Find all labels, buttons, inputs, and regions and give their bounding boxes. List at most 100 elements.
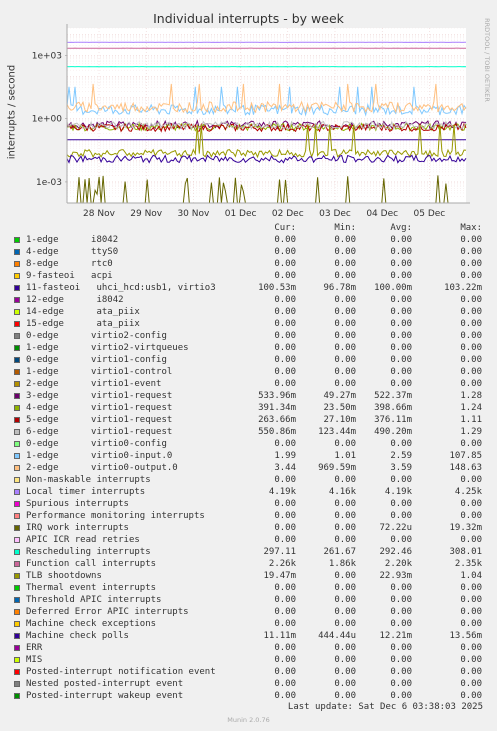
legend-row: Deferred Error APIC interrupts 0.00 0.00 0.…	[0, 606, 497, 618]
legend-value: 0.00	[460, 355, 482, 365]
x-tick-label: 03 Dec	[319, 209, 351, 219]
legend-value: 19.47m	[263, 571, 296, 581]
legend-series-name: ERR	[26, 643, 43, 653]
legend-value: 4.19k	[384, 487, 412, 497]
legend-value: 376.11m	[374, 415, 412, 425]
legend-value: 0.00	[274, 367, 296, 377]
legend-value: 0.00	[274, 343, 296, 353]
legend-value: 263.66m	[258, 415, 296, 425]
legend-column-header: Avg:	[390, 223, 412, 233]
legend-value: 0.00	[274, 295, 296, 305]
legend-value: 0.00	[390, 643, 412, 653]
legend-series-name: 5-edge virtio1-request	[26, 415, 173, 425]
y-tick-label: 1e+00	[32, 115, 63, 125]
legend-row: Nested posted-interrupt event 0.00 0.00 0.0…	[0, 678, 497, 690]
legend-value: 0.00	[334, 511, 356, 521]
legend-series-name: Rescheduling interrupts	[26, 547, 151, 557]
legend-value: 0.00	[274, 535, 296, 545]
legend-value: 0.00	[334, 259, 356, 269]
legend-row: Machine check polls 11.11m 444.44u 12.21m 13…	[0, 630, 497, 642]
legend-value: 533.96m	[258, 391, 296, 401]
plot-area	[67, 28, 466, 203]
legend-value: 0.00	[460, 595, 482, 605]
legend-value: 0.00	[274, 235, 296, 245]
legend-value: 19.32m	[449, 523, 482, 533]
legend-value: 0.00	[460, 655, 482, 665]
legend-value: 0.00	[460, 343, 482, 353]
legend-value: 0.00	[334, 679, 356, 689]
legend-value: 0.00	[390, 499, 412, 509]
legend-series-name: Non-maskable interrupts	[26, 475, 151, 485]
legend-swatch	[14, 621, 20, 627]
legend-swatch	[14, 693, 20, 699]
legend-value: 2.59	[390, 451, 412, 461]
legend-value: 100.53m	[258, 283, 296, 293]
legend-value: 0.00	[334, 583, 356, 593]
legend-value: 0.00	[390, 607, 412, 617]
chart-title: Individual interrupts - by week	[153, 11, 344, 26]
legend-swatch	[14, 669, 20, 675]
legend-value: 0.00	[460, 643, 482, 653]
legend-series-name: 8-edge rtc0	[26, 259, 113, 269]
legend-value: 0.00	[334, 367, 356, 377]
legend-swatch	[14, 273, 20, 279]
legend-row: 1-edge virtio0-input.0 1.99 1.01 2.59 107.85	[0, 450, 497, 462]
legend-value: 0.00	[334, 691, 356, 701]
legend-value: 1.24	[460, 403, 482, 413]
legend-value: 0.00	[390, 355, 412, 365]
legend-swatch	[14, 513, 20, 519]
series-line	[66, 83, 467, 114]
legend-row: 12-edge i8042 0.00 0.00 0.00 0.00	[0, 294, 497, 306]
legend-swatch	[14, 501, 20, 507]
legend-row: 0-edge virtio0-config 0.00 0.00 0.00 0.00	[0, 438, 497, 450]
legend-series-name: Performance monitoring interrupts	[26, 511, 205, 521]
legend-value: 0.00	[390, 535, 412, 545]
legend-value: 0.00	[390, 259, 412, 269]
legend-row: 1-edge i8042 0.00 0.00 0.00 0.00	[0, 234, 497, 246]
legend-value: 0.00	[334, 247, 356, 257]
legend-value: 12.21m	[379, 631, 412, 641]
legend-value: 522.37m	[374, 391, 412, 401]
legend-value: 72.22u	[379, 523, 412, 533]
legend-swatch	[14, 297, 20, 303]
legend-row: 3-edge virtio1-request 533.96m 49.27m 522.3…	[0, 390, 497, 402]
series-line	[66, 154, 467, 164]
x-tick-label: 02 Dec	[272, 209, 304, 219]
legend-value: 0.00	[460, 619, 482, 629]
legend-value: 0.00	[334, 379, 356, 389]
legend-row: 4-edge virtio1-request 391.34m 23.50m 398.6…	[0, 402, 497, 414]
legend-series-name: 1-edge virtio2-virtqueues	[26, 343, 189, 353]
legend-row: Spurious interrupts 0.00 0.00 0.00 0.00	[0, 498, 497, 510]
legend-value: 1.11	[460, 415, 482, 425]
legend-value: 0.00	[390, 691, 412, 701]
legend-value: 0.00	[334, 607, 356, 617]
legend-value: 0.00	[390, 475, 412, 485]
x-tick-label: 28 Nov	[83, 209, 116, 219]
legend-value: 0.00	[460, 607, 482, 617]
legend-row: Local timer interrupts 4.19k 4.16k 4.19k 4.2…	[0, 486, 497, 498]
legend-swatch	[14, 573, 20, 579]
legend-row: Thermal event interrupts 0.00 0.00 0.00 0.00	[0, 582, 497, 594]
legend-value: 0.00	[334, 571, 356, 581]
legend-value: 0.00	[390, 439, 412, 449]
legend-value: 0.00	[390, 679, 412, 689]
legend-value: 0.00	[274, 511, 296, 521]
legend-series-name: Local timer interrupts	[26, 487, 146, 497]
legend-row: 11-fasteoi uhci_hcd:usb1, virtio3 100.53m…	[0, 282, 497, 294]
legend-value: 27.10m	[323, 415, 356, 425]
legend-value: 0.00	[274, 439, 296, 449]
legend-swatch	[14, 249, 20, 255]
legend-series-name: APIC ICR read retries	[26, 535, 140, 545]
legend-swatch	[14, 441, 20, 447]
legend-row: Posted-interrupt wakeup event 0.00 0.00 0.0…	[0, 690, 497, 702]
legend-value: 100.00m	[374, 283, 412, 293]
legend-value: 2.20k	[384, 559, 412, 569]
legend-value: 0.00	[274, 247, 296, 257]
legend-value: 0.00	[390, 583, 412, 593]
legend-value: 2.35k	[454, 559, 482, 569]
legend-swatch	[14, 309, 20, 315]
last-update: Last update: Sat Dec 6 03:38:03 2025	[287, 702, 483, 712]
legend-series-name: 1-edge virtio1-control	[26, 367, 173, 377]
legend-column-header: Cur:	[274, 223, 296, 233]
x-tick-label: 30 Nov	[177, 209, 210, 219]
